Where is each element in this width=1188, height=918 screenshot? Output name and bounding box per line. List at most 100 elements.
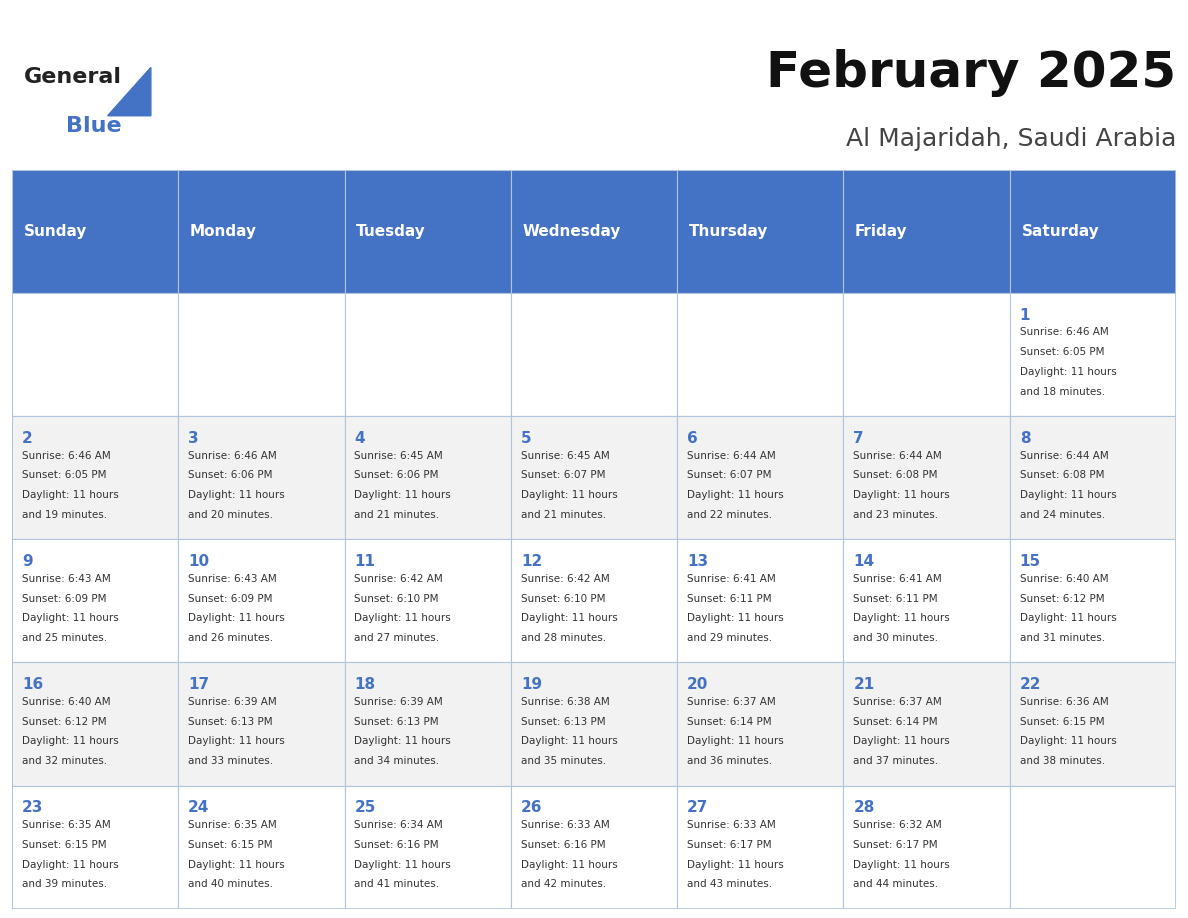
- Text: Daylight: 11 hours: Daylight: 11 hours: [1019, 367, 1117, 377]
- Bar: [677, 293, 843, 416]
- Text: Sunset: 6:11 PM: Sunset: 6:11 PM: [687, 594, 772, 603]
- Bar: [12, 540, 178, 663]
- Text: Sunrise: 6:39 AM: Sunrise: 6:39 AM: [188, 697, 277, 707]
- Text: Friday: Friday: [855, 224, 908, 239]
- Text: Sunrise: 6:43 AM: Sunrise: 6:43 AM: [21, 574, 110, 584]
- Text: Sunrise: 6:39 AM: Sunrise: 6:39 AM: [354, 697, 443, 707]
- Text: Sunset: 6:09 PM: Sunset: 6:09 PM: [21, 594, 107, 603]
- Bar: [677, 786, 843, 909]
- Text: and 30 minutes.: and 30 minutes.: [853, 633, 939, 643]
- Text: and 44 minutes.: and 44 minutes.: [853, 879, 939, 890]
- Bar: [511, 786, 677, 909]
- Text: 6: 6: [687, 431, 697, 446]
- Text: 24: 24: [188, 800, 209, 815]
- Text: Sunrise: 6:37 AM: Sunrise: 6:37 AM: [853, 697, 942, 707]
- Text: 18: 18: [354, 677, 375, 692]
- Text: Blue: Blue: [67, 116, 121, 136]
- Text: Sunset: 6:05 PM: Sunset: 6:05 PM: [1019, 347, 1105, 357]
- Bar: [511, 293, 677, 416]
- Text: Daylight: 11 hours: Daylight: 11 hours: [21, 736, 119, 746]
- Text: Daylight: 11 hours: Daylight: 11 hours: [687, 490, 784, 500]
- Text: Sunrise: 6:35 AM: Sunrise: 6:35 AM: [21, 820, 110, 830]
- Text: Daylight: 11 hours: Daylight: 11 hours: [853, 859, 950, 869]
- Text: Sunset: 6:16 PM: Sunset: 6:16 PM: [520, 840, 606, 850]
- Text: and 32 minutes.: and 32 minutes.: [21, 756, 107, 767]
- Text: Daylight: 11 hours: Daylight: 11 hours: [354, 736, 451, 746]
- Text: Sunset: 6:15 PM: Sunset: 6:15 PM: [188, 840, 273, 850]
- Text: Sunrise: 6:42 AM: Sunrise: 6:42 AM: [520, 574, 609, 584]
- Text: and 34 minutes.: and 34 minutes.: [354, 756, 440, 767]
- Bar: [345, 416, 511, 539]
- Text: 13: 13: [687, 554, 708, 569]
- Text: 4: 4: [354, 431, 365, 446]
- Text: and 18 minutes.: and 18 minutes.: [1019, 386, 1105, 397]
- Text: Daylight: 11 hours: Daylight: 11 hours: [687, 859, 784, 869]
- Text: and 19 minutes.: and 19 minutes.: [21, 509, 107, 520]
- Bar: [178, 540, 345, 663]
- Text: and 41 minutes.: and 41 minutes.: [354, 879, 440, 890]
- Text: Sunset: 6:14 PM: Sunset: 6:14 PM: [853, 717, 939, 727]
- Bar: [12, 786, 178, 909]
- Text: and 43 minutes.: and 43 minutes.: [687, 879, 772, 890]
- Text: Sunset: 6:06 PM: Sunset: 6:06 PM: [354, 470, 440, 480]
- Bar: [345, 293, 511, 416]
- Text: Thursday: Thursday: [689, 224, 769, 239]
- Text: February 2025: February 2025: [766, 49, 1176, 97]
- Text: Sunrise: 6:46 AM: Sunrise: 6:46 AM: [188, 451, 277, 461]
- Bar: [511, 170, 677, 293]
- Text: Sunrise: 6:43 AM: Sunrise: 6:43 AM: [188, 574, 277, 584]
- Bar: [345, 170, 511, 293]
- Bar: [843, 293, 1010, 416]
- Text: Daylight: 11 hours: Daylight: 11 hours: [188, 490, 285, 500]
- Text: Sunset: 6:17 PM: Sunset: 6:17 PM: [687, 840, 772, 850]
- Text: 8: 8: [1019, 431, 1030, 446]
- Text: Sunset: 6:07 PM: Sunset: 6:07 PM: [520, 470, 606, 480]
- Bar: [511, 540, 677, 663]
- Text: Tuesday: Tuesday: [356, 224, 426, 239]
- Text: Daylight: 11 hours: Daylight: 11 hours: [853, 613, 950, 623]
- Bar: [12, 663, 178, 786]
- Text: Sunset: 6:12 PM: Sunset: 6:12 PM: [1019, 594, 1105, 603]
- Bar: [12, 170, 178, 293]
- Bar: [843, 540, 1010, 663]
- Text: 9: 9: [21, 554, 32, 569]
- Text: Sunset: 6:10 PM: Sunset: 6:10 PM: [520, 594, 606, 603]
- Text: and 38 minutes.: and 38 minutes.: [1019, 756, 1105, 767]
- Bar: [677, 416, 843, 539]
- Bar: [1010, 786, 1176, 909]
- Text: Sunset: 6:09 PM: Sunset: 6:09 PM: [188, 594, 273, 603]
- Text: Sunset: 6:06 PM: Sunset: 6:06 PM: [188, 470, 273, 480]
- Text: 14: 14: [853, 554, 874, 569]
- Text: Sunset: 6:16 PM: Sunset: 6:16 PM: [354, 840, 440, 850]
- Bar: [178, 786, 345, 909]
- Text: and 39 minutes.: and 39 minutes.: [21, 879, 107, 890]
- Bar: [178, 293, 345, 416]
- Text: Sunset: 6:15 PM: Sunset: 6:15 PM: [1019, 717, 1105, 727]
- Text: Sunrise: 6:41 AM: Sunrise: 6:41 AM: [687, 574, 776, 584]
- Text: and 29 minutes.: and 29 minutes.: [687, 633, 772, 643]
- Text: Daylight: 11 hours: Daylight: 11 hours: [853, 736, 950, 746]
- Bar: [677, 540, 843, 663]
- Text: 3: 3: [188, 431, 198, 446]
- Bar: [12, 293, 178, 416]
- Text: Daylight: 11 hours: Daylight: 11 hours: [1019, 736, 1117, 746]
- Text: Sunrise: 6:44 AM: Sunrise: 6:44 AM: [687, 451, 776, 461]
- Text: Sunset: 6:17 PM: Sunset: 6:17 PM: [853, 840, 939, 850]
- Bar: [345, 540, 511, 663]
- Bar: [12, 416, 178, 539]
- Text: 12: 12: [520, 554, 542, 569]
- Text: 27: 27: [687, 800, 708, 815]
- Text: Sunrise: 6:32 AM: Sunrise: 6:32 AM: [853, 820, 942, 830]
- Text: Daylight: 11 hours: Daylight: 11 hours: [520, 736, 618, 746]
- Text: 19: 19: [520, 677, 542, 692]
- Text: Daylight: 11 hours: Daylight: 11 hours: [188, 736, 285, 746]
- Text: Daylight: 11 hours: Daylight: 11 hours: [354, 490, 451, 500]
- Text: Sunset: 6:13 PM: Sunset: 6:13 PM: [520, 717, 606, 727]
- Text: Sunrise: 6:44 AM: Sunrise: 6:44 AM: [1019, 451, 1108, 461]
- Bar: [843, 786, 1010, 909]
- Text: Sunrise: 6:42 AM: Sunrise: 6:42 AM: [354, 574, 443, 584]
- Text: Sunset: 6:12 PM: Sunset: 6:12 PM: [21, 717, 107, 727]
- Text: Sunset: 6:15 PM: Sunset: 6:15 PM: [21, 840, 107, 850]
- Text: Daylight: 11 hours: Daylight: 11 hours: [853, 490, 950, 500]
- Text: Sunrise: 6:40 AM: Sunrise: 6:40 AM: [1019, 574, 1108, 584]
